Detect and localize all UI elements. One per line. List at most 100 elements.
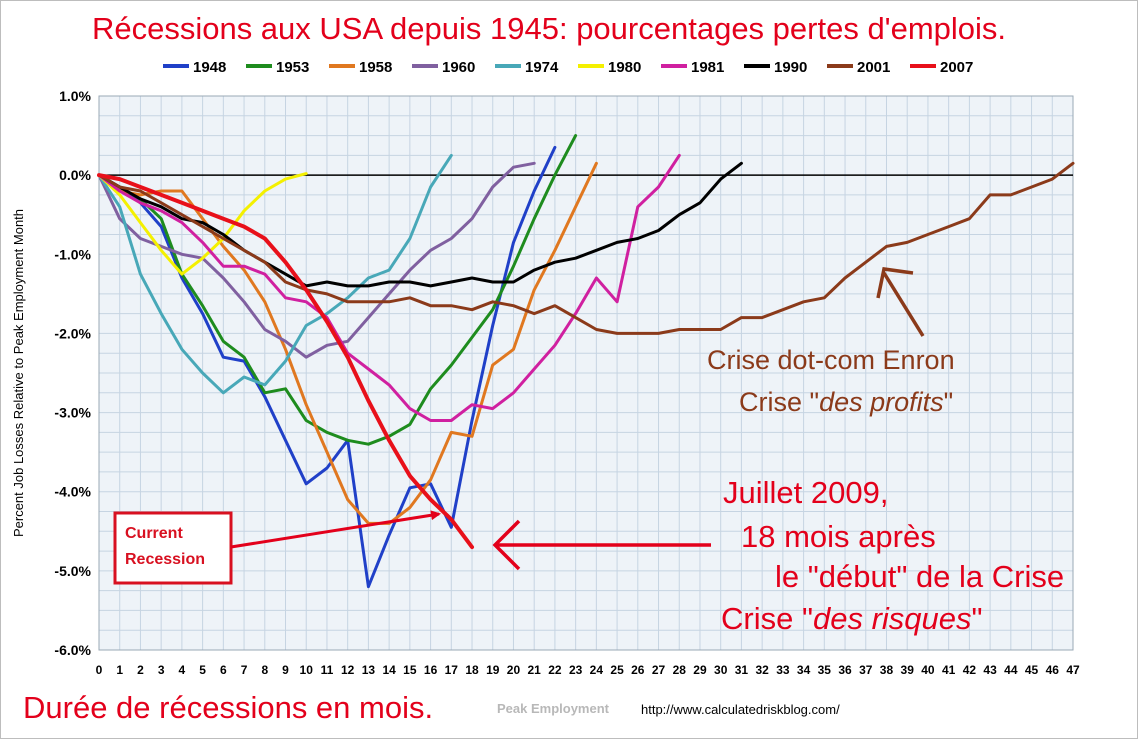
chart-title: Récessions aux USA depuis 1945: pourcent… [92,11,1006,46]
july-annotation-line2: 18 mois après [741,519,936,554]
bottom-caption: Durée de récessions en mois. [23,690,433,725]
current-recession-label-1: Current [125,525,183,542]
y-tick-label: 1.0% [59,88,91,104]
legend-label-1953: 1953 [276,59,309,76]
x-tick-label: 17 [445,663,459,677]
x-tick-label: 29 [693,663,707,677]
y-tick-label: -2.0% [54,325,91,341]
dotcom-annotation-line1: Crise dot-com Enron [707,345,955,375]
series-line-1974 [97,153,453,395]
legend-label-1958: 1958 [359,59,392,76]
dotcom-arrow-shaft [882,272,925,337]
july-arrow-head [492,519,521,571]
dotcom-line2-post: " [944,387,954,417]
x-tick-label: 0 [96,663,103,677]
x-tick-label: 43 [983,663,997,677]
x-tick-label: 23 [569,663,583,677]
x-tick-label: 32 [755,663,769,677]
legend-label-1990: 1990 [774,59,807,76]
legend-label-1948: 1948 [193,59,226,76]
x-tick-label: 14 [382,663,396,677]
source-url[interactable]: http://www.calculatedriskblog.com/ [641,702,840,717]
x-tick-label: 5 [199,663,206,677]
x-tick-label: 18 [465,663,479,677]
legend-label-1980: 1980 [608,59,641,76]
dotcom-arrow-head [876,267,914,299]
y-tick-label: -4.0% [54,484,91,500]
x-tick-label: 11 [321,663,334,677]
x-tick-label: 25 [610,663,624,677]
legend-label-2007: 2007 [940,59,973,76]
plot-border [98,95,1074,651]
x-tick-label: 16 [424,663,438,677]
x-tick-label: 35 [818,663,832,677]
series-line-1948 [97,145,557,589]
series-line-1958 [97,161,598,525]
x-tick-label: 10 [300,663,314,677]
x-tick-label: 15 [403,663,417,677]
current-recession-arrow [230,510,441,549]
x-tick-label: 13 [362,663,376,677]
x-tick-label: 36 [838,663,852,677]
x-tick-label: 42 [963,663,977,677]
current-recession-box [113,511,233,585]
july-line4-post: " [972,601,983,636]
y-tick-label: -1.0% [54,246,91,262]
x-tick-label: 46 [1046,663,1060,677]
current-recession-label-2: Recession [125,551,205,568]
legend-label-1960: 1960 [442,59,475,76]
x-tick-label: 45 [1025,663,1039,677]
dotcom-line2-em: des profits [819,387,944,417]
y-tick-label: 0.0% [59,167,91,183]
dotcom-line2-pre: Crise " [739,387,819,417]
series-line-2001 [97,161,1075,335]
x-tick-label: 22 [548,663,562,677]
hidden-x-label: Peak Employment [497,701,610,716]
series-line-1980 [97,172,308,276]
x-tick-label: 2 [137,663,144,677]
x-tick-label: 33 [776,663,790,677]
x-tick-label: 30 [714,663,728,677]
x-tick-label: 7 [241,663,248,677]
x-tick-label: 20 [507,663,521,677]
y-tick-label: -5.0% [54,563,91,579]
legend-label-1974: 1974 [525,59,559,76]
july-annotation-line1: Juillet 2009, [723,475,888,510]
x-tick-label: 3 [158,663,165,677]
y-tick-label: -6.0% [54,642,91,658]
series-line-1981 [97,153,681,422]
x-tick-label: 28 [673,663,687,677]
series-lines [97,134,1075,589]
x-tick-labels: 0 1 2 3 4 5 6 7 8 9 10 11 12 13 14 15 16 17 18 19 20 21 22 23 24… [96,663,1080,677]
x-tick-label: 8 [261,663,268,677]
july-annotation-line4: Crise "des risques" [721,601,983,636]
july-line4-em: des risques [813,601,972,636]
x-tick-label: 19 [486,663,500,677]
x-tick-label: 4 [179,663,186,677]
legend-label-1981: 1981 [691,59,724,76]
july-annotation-line3: le "début" de la Crise [775,559,1064,594]
x-tick-label: 6 [220,663,227,677]
x-tick-label: 38 [880,663,894,677]
x-tick-label: 39 [901,663,915,677]
series-line-1990 [97,161,743,288]
y-axis-label: Percent Job Losses Relative to Peak Empl… [11,209,26,537]
x-tick-label: 44 [1004,663,1018,677]
x-tick-label: 31 [735,663,749,677]
series-line-1960 [97,161,536,359]
x-tick-label: 26 [631,663,645,677]
x-tick-label: 12 [341,663,355,677]
x-tick-label: 47 [1066,663,1080,677]
x-tick-label: 41 [942,663,956,677]
x-tick-label: 24 [590,663,604,677]
x-tick-label: 27 [652,663,666,677]
legend: 1948 1953 1958 1960 1974 1980 1981 1990 2001 2007 [163,59,973,76]
x-tick-label: 9 [282,663,289,677]
y-tick-label: -3.0% [54,405,91,421]
legend-label-2001: 2001 [857,59,890,76]
x-tick-label: 34 [797,663,811,677]
series-line-2007 [97,173,474,550]
x-tick-label: 21 [528,663,542,677]
